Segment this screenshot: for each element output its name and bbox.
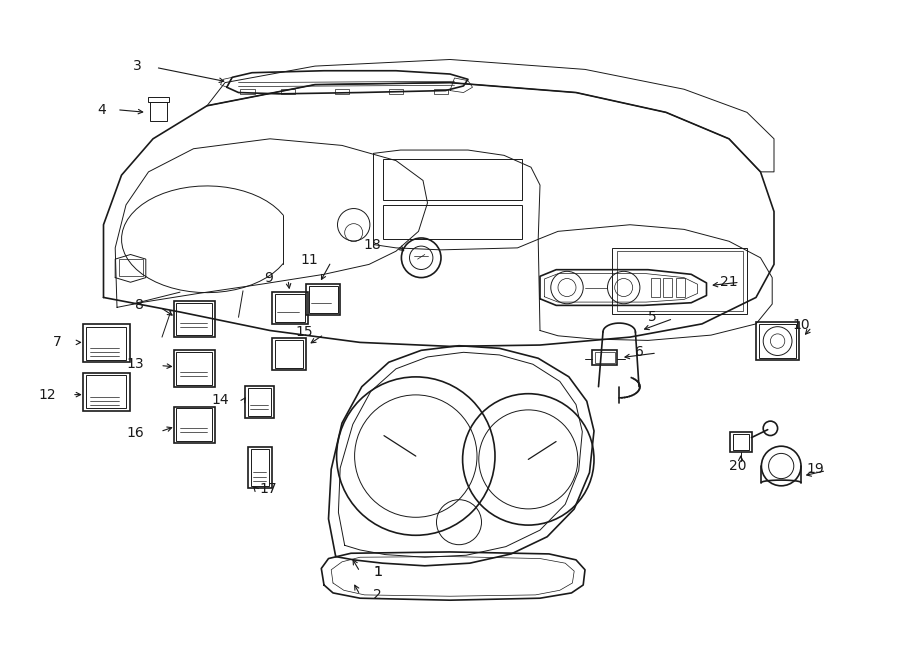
Bar [245,386,274,418]
Text: 19: 19 [806,462,824,477]
Text: 21: 21 [720,275,738,290]
Bar [730,432,752,452]
Bar [248,447,272,488]
Bar [272,338,306,370]
Bar [309,286,338,313]
Bar [83,324,130,362]
Bar [83,373,130,411]
Text: 12: 12 [38,387,56,402]
Text: 1: 1 [374,564,382,579]
Bar [595,352,615,363]
Bar [382,205,522,239]
Text: 3: 3 [133,59,142,73]
Bar [119,259,143,276]
Text: 13: 13 [126,356,144,371]
Bar [612,248,747,314]
Text: 6: 6 [634,344,644,359]
Bar [248,388,271,416]
Text: 14: 14 [212,393,230,407]
Bar [676,278,685,297]
Text: 15: 15 [295,325,313,340]
Bar [306,284,340,315]
Bar [274,340,303,368]
Bar [240,89,255,94]
Bar [86,327,126,360]
Text: 10: 10 [792,318,810,332]
Text: 20: 20 [729,459,747,473]
Text: 11: 11 [300,253,318,267]
Bar [759,324,796,358]
Bar [176,352,212,385]
Bar [756,322,799,360]
Bar [274,294,305,322]
Bar [616,251,742,311]
Bar [174,407,215,443]
Text: 4: 4 [97,102,106,117]
Bar [176,303,212,335]
Text: 5: 5 [648,310,657,325]
Text: 2: 2 [374,588,382,602]
Text: 7: 7 [52,335,61,350]
Bar [148,97,169,102]
Text: 8: 8 [135,298,144,313]
Bar [86,375,126,408]
Text: 1: 1 [374,564,382,579]
Bar [434,89,448,94]
Bar [335,89,349,94]
Bar [382,159,522,200]
Bar [389,89,403,94]
Bar [272,292,308,324]
Bar [592,350,617,365]
Bar [174,301,215,337]
Text: 18: 18 [364,237,382,252]
Bar [251,449,269,486]
Bar [663,278,672,297]
Text: 9: 9 [264,270,273,285]
Bar [281,89,295,94]
Bar [176,408,212,441]
Bar [150,102,166,121]
Bar [733,434,749,450]
Bar [174,350,215,387]
Text: 16: 16 [126,426,144,440]
Text: 17: 17 [259,482,277,496]
Bar [651,278,660,297]
